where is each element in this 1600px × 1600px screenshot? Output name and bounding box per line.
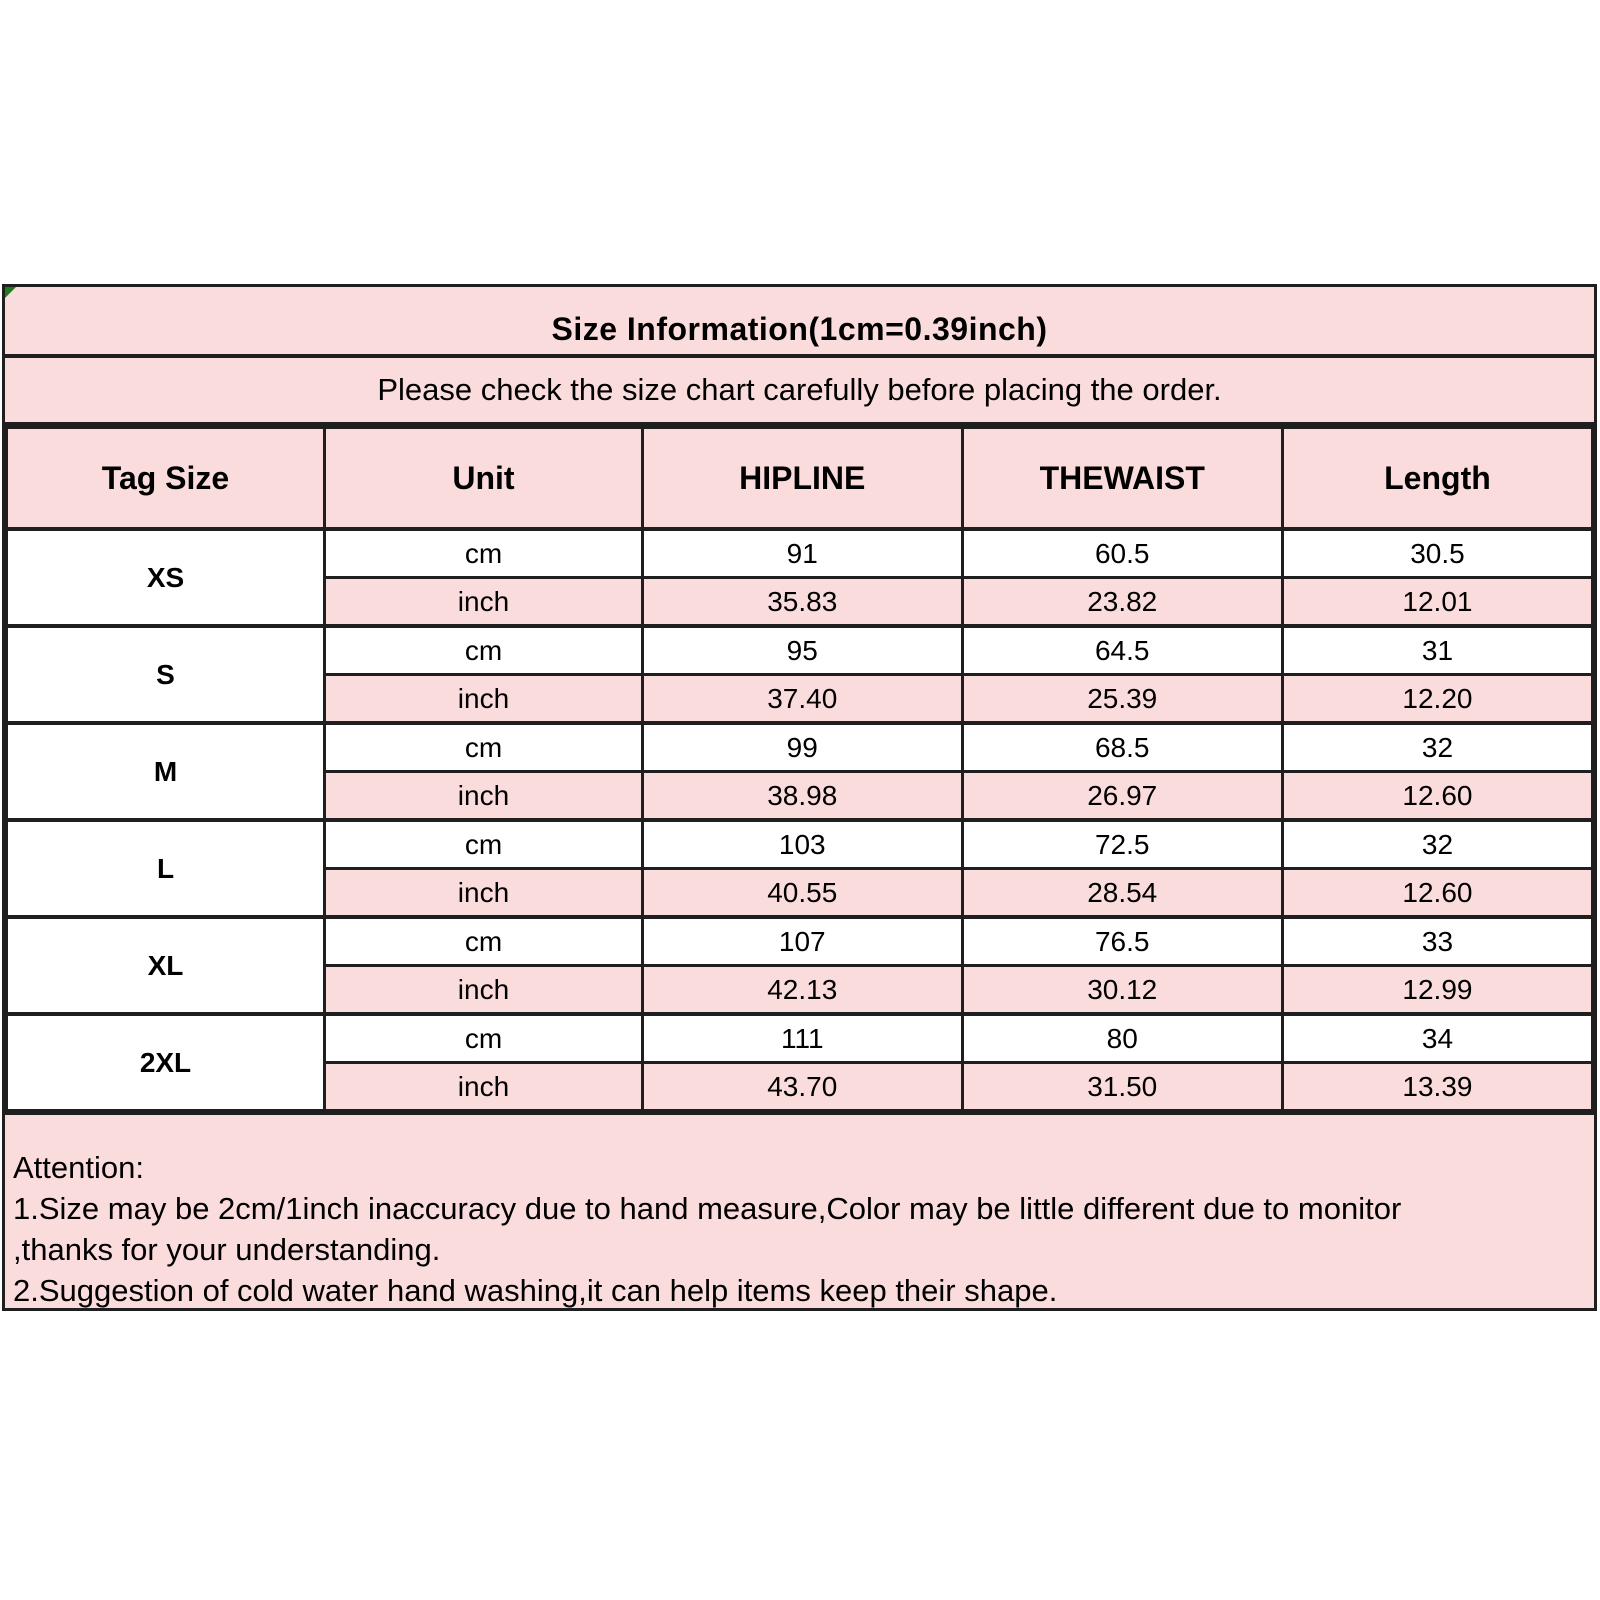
unit-label: inch (322, 964, 644, 1016)
attention-line-1: 1.Size may be 2cm/1inch inaccuracy due t… (13, 1191, 1402, 1226)
attention-heading: Attention: (13, 1150, 144, 1185)
table-row-s-inch: inch 37.40 25.39 12.20 (7, 673, 1595, 725)
value-length: 31 (1280, 624, 1595, 676)
unit-label: inch (322, 867, 644, 919)
attention-line-2: ,thanks for your understanding. (13, 1232, 441, 1267)
value-thewaist: 76.5 (960, 915, 1284, 967)
chart-title: Size Information(1cm=0.39inch) (5, 287, 1594, 358)
value-length: 13.39 (1280, 1061, 1595, 1112)
header-row: Tag Size Unit HIPLINE THEWAIST Length (5, 426, 1595, 531)
unit-label: inch (322, 770, 644, 822)
unit-label: cm (322, 721, 644, 773)
size-label-m: M (5, 721, 326, 822)
column-header-thewaist: THEWAIST (960, 426, 1284, 531)
value-length: 12.60 (1280, 770, 1595, 822)
unit-label: cm (322, 527, 644, 579)
value-thewaist: 25.39 (960, 673, 1284, 725)
value-thewaist: 28.54 (960, 867, 1284, 919)
value-hipline: 95 (640, 624, 964, 676)
value-hipline: 111 (640, 1012, 964, 1064)
table-row-s-cm: S cm 95 64.5 31 (5, 624, 1595, 725)
unit-label: cm (322, 915, 644, 967)
value-length: 33 (1280, 915, 1595, 967)
value-hipline: 91 (640, 527, 964, 579)
value-thewaist: 68.5 (960, 721, 1284, 773)
table-row-l-cm: L cm 103 72.5 32 (5, 818, 1595, 919)
value-length: 12.01 (1280, 576, 1595, 628)
table-row-m-cm: M cm 99 68.5 32 (5, 721, 1595, 822)
value-thewaist: 64.5 (960, 624, 1284, 676)
value-length: 32 (1280, 818, 1595, 870)
value-thewaist: 31.50 (960, 1061, 1284, 1112)
unit-label: inch (322, 673, 644, 725)
value-hipline: 38.98 (640, 770, 964, 822)
column-header-unit: Unit (322, 426, 644, 531)
size-label-s: S (5, 624, 326, 725)
value-thewaist: 72.5 (960, 818, 1284, 870)
attention-note: Attention: 1.Size may be 2cm/1inch inacc… (5, 1112, 1594, 1308)
value-hipline: 37.40 (640, 673, 964, 725)
column-header-hipline: HIPLINE (640, 426, 964, 531)
size-label-l: L (5, 818, 326, 919)
value-hipline: 35.83 (640, 576, 964, 628)
table-row-xl-cm: XL cm 107 76.5 33 (5, 915, 1595, 1016)
value-hipline: 42.13 (640, 964, 964, 1016)
value-hipline: 107 (640, 915, 964, 967)
table-row-2xl-cm: 2XL cm 111 80 34 (5, 1012, 1595, 1112)
table-row-xl-inch: inch 42.13 30.12 12.99 (7, 964, 1595, 1016)
value-length: 12.60 (1280, 867, 1595, 919)
corner-marker-icon (5, 287, 16, 298)
table-row-2xl-inch: inch 43.70 31.50 13.39 (7, 1061, 1595, 1112)
column-header-length: Length (1280, 426, 1595, 531)
value-thewaist: 30.12 (960, 964, 1284, 1016)
unit-label: cm (322, 624, 644, 676)
value-length: 32 (1280, 721, 1595, 773)
table-row-m-inch: inch 38.98 26.97 12.60 (7, 770, 1595, 822)
table-row-xs-inch: inch 35.83 23.82 12.01 (7, 576, 1595, 628)
unit-label: cm (322, 818, 644, 870)
column-header-tag-size: Tag Size (5, 426, 326, 531)
value-hipline: 43.70 (640, 1061, 964, 1112)
unit-label: cm (322, 1012, 644, 1064)
value-hipline: 40.55 (640, 867, 964, 919)
size-label-2xl: 2XL (5, 1012, 326, 1112)
size-table: Tag Size Unit HIPLINE THEWAIST Length XS… (5, 426, 1595, 1112)
value-length: 34 (1280, 1012, 1595, 1064)
value-thewaist: 60.5 (960, 527, 1284, 579)
value-length: 12.99 (1280, 964, 1595, 1016)
size-label-xl: XL (5, 915, 326, 1016)
value-length: 12.20 (1280, 673, 1595, 725)
table-row-xs-cm: XS cm 91 60.5 30.5 (5, 527, 1595, 628)
unit-label: inch (322, 1061, 644, 1112)
table-row-l-inch: inch 40.55 28.54 12.60 (7, 867, 1595, 919)
value-hipline: 99 (640, 721, 964, 773)
value-thewaist: 26.97 (960, 770, 1284, 822)
size-label-xs: XS (5, 527, 326, 628)
value-thewaist: 80 (960, 1012, 1284, 1064)
attention-line-3: 2.Suggestion of cold water hand washing,… (13, 1273, 1058, 1308)
value-hipline: 103 (640, 818, 964, 870)
size-chart: Size Information(1cm=0.39inch) Please ch… (2, 284, 1597, 1311)
chart-subtitle: Please check the size chart carefully be… (5, 358, 1594, 426)
unit-label: inch (322, 576, 644, 628)
value-thewaist: 23.82 (960, 576, 1284, 628)
value-length: 30.5 (1280, 527, 1595, 579)
